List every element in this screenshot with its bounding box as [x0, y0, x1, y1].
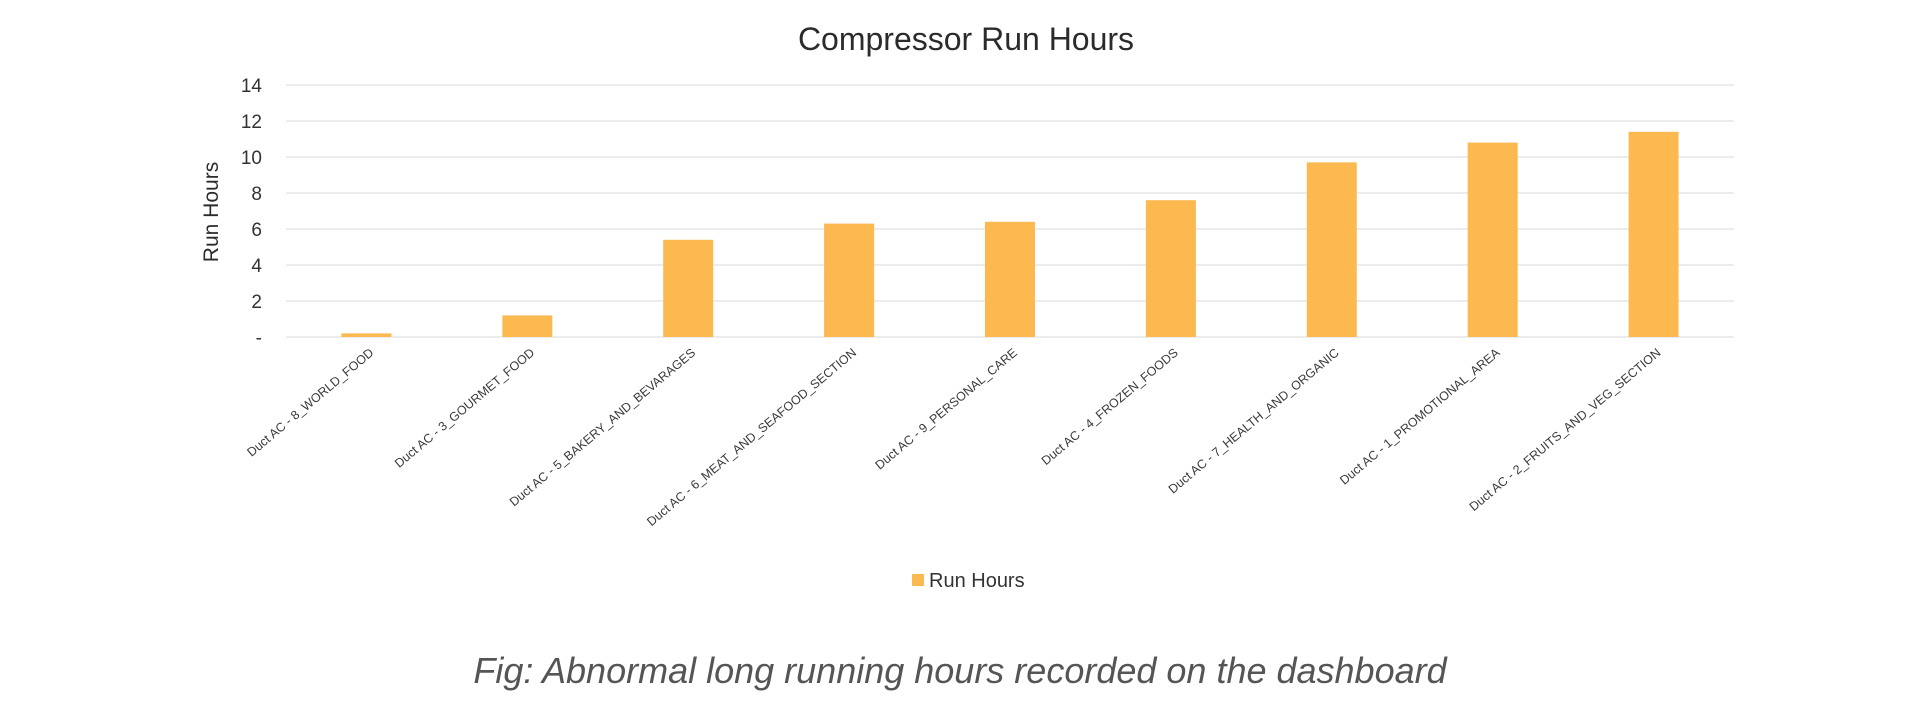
y-tick-label: 10 [241, 148, 262, 169]
compressor-run-hours-chart: Compressor Run Hours Run Hours - 2 4 6 8 10 12… [200, 21, 1734, 592]
y-tick-label: 6 [251, 220, 262, 241]
bar [663, 239, 714, 337]
bar [341, 333, 392, 337]
bar [824, 223, 875, 337]
bar [1306, 162, 1357, 337]
bar [1145, 200, 1196, 337]
x-category-label: Duct AC - 3_GOURMET_FOOD [392, 346, 537, 471]
y-tick-label: - [256, 328, 262, 349]
legend: Run Hours [912, 570, 1025, 592]
bar [1467, 142, 1518, 337]
legend-swatch-run-hours [912, 574, 924, 586]
y-tick-label: 4 [251, 256, 262, 277]
bars [341, 131, 1679, 337]
x-category-label: Duct AC - 5_BAKERY_AND_BEVARAGES [507, 346, 698, 510]
x-category-label: Duct AC - 9_PERSONAL_CARE [873, 346, 1020, 473]
bar [502, 315, 553, 337]
bar [1628, 131, 1679, 337]
x-category-label: Duct AC - 2_FRUITS_AND_VEG_SECTION [1467, 346, 1664, 514]
x-category-label: Duct AC - 7_HEALTH_AND_ORGANIC [1166, 346, 1342, 497]
chart-title: Compressor Run Hours [798, 21, 1134, 57]
bar [985, 221, 1035, 337]
y-tick-label: 14 [241, 76, 263, 97]
x-category-label: Duct AC - 1_PROMOTIONAL_AREA [1337, 345, 1503, 487]
figure-caption: Fig: Abnormal long running hours recorde… [473, 650, 1447, 691]
x-category-label: Duct AC - 4_FROZEN_FOODS [1039, 346, 1181, 468]
x-axis-categories: Duct AC - 8_WORLD_FOOD Duct AC - 3_GOURME… [244, 345, 1663, 529]
y-tick-label: 12 [241, 112, 262, 133]
y-axis-ticks: - 2 4 6 8 10 12 14 [241, 76, 263, 349]
x-category-label: Duct AC - 8_WORLD_FOOD [244, 346, 376, 460]
y-tick-label: 2 [251, 292, 262, 313]
y-tick-label: 8 [251, 184, 262, 205]
y-axis-label: Run Hours [200, 162, 223, 262]
legend-label-run-hours: Run Hours [929, 570, 1025, 592]
